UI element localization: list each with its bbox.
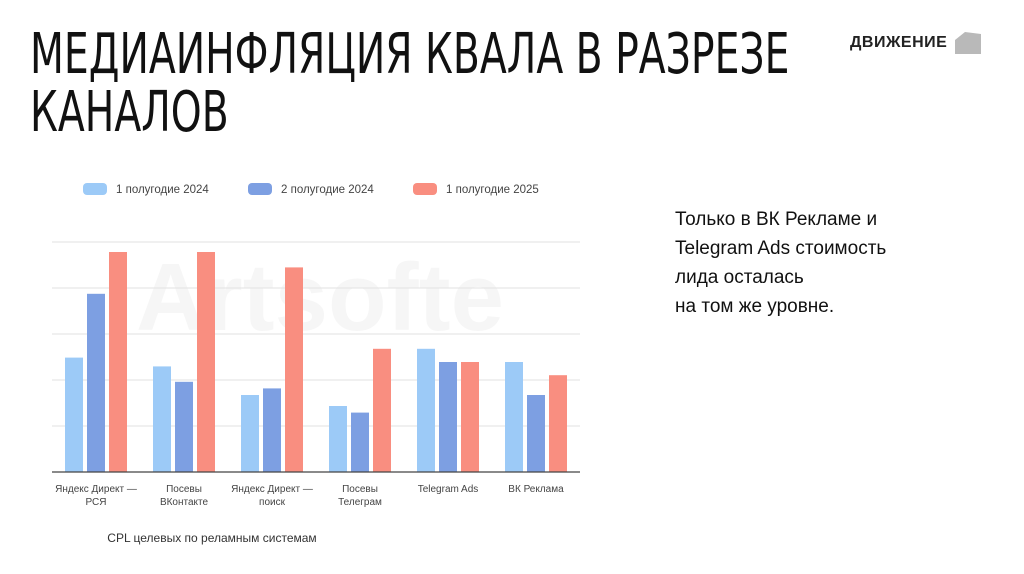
bar-1-series-2 <box>87 293 105 472</box>
bar-6-series-2 <box>527 395 545 472</box>
chart-svg: Artsofte 1 полугодие 2024 2 полугодие 202… <box>52 183 580 545</box>
bar-3-series-2 <box>263 388 281 472</box>
x-axis-title: CPL целевых по реламным системам <box>107 531 316 545</box>
legend-swatch-2 <box>248 183 272 195</box>
bar-4-series-1 <box>329 406 347 472</box>
x-tick-label-3: Яндекс Директ — поиск <box>231 484 313 508</box>
brand-name: ДВИЖЕНИЕ <box>850 34 948 51</box>
x-tick-label-1: Яндекс Директ — РСЯ <box>55 484 137 508</box>
bar-5-series-3 <box>461 362 479 472</box>
bar-5-series-1 <box>417 348 435 472</box>
title-line-1: МЕДИАИНФЛЯЦИЯ КВАЛА В РАЗРЕЗЕ <box>30 22 790 87</box>
bar-4-series-3 <box>373 348 391 472</box>
bar-5-series-2 <box>439 362 457 472</box>
watermark-text: Artsofte <box>136 244 504 351</box>
note-line-4: на том же уровне. <box>675 296 835 317</box>
legend-label-3: 1 полугодие 2025 <box>446 184 539 196</box>
bar-6-series-1 <box>505 362 523 472</box>
chart-legend: 1 полугодие 2024 2 полугодие 2024 1 полуго… <box>83 183 539 196</box>
chart-bars <box>65 252 567 472</box>
house-shape-icon <box>955 32 982 54</box>
note-line-2: Telegram Ads стоимость <box>675 238 887 259</box>
bar-2-series-2 <box>175 381 193 472</box>
bar-1-series-1 <box>65 357 83 472</box>
x-tick-labels: Яндекс Директ — РСЯ Посевы ВКонтакте Яндекс … <box>55 484 564 508</box>
bar-6-series-3 <box>549 375 567 472</box>
bar-3-series-1 <box>241 395 259 472</box>
bar-3-series-3 <box>285 267 303 472</box>
x-tick-label-2: Посевы ВКонтакте <box>160 484 209 508</box>
x-tick-label-6: ВК Реклама <box>508 484 564 495</box>
bar-2-series-1 <box>153 366 171 472</box>
bar-4-series-2 <box>351 412 369 472</box>
legend-swatch-1 <box>83 183 107 195</box>
legend-label-1: 1 полугодие 2024 <box>116 184 209 196</box>
bar-1-series-3 <box>109 252 127 472</box>
title-line-2: КАНАЛОВ <box>30 80 229 145</box>
x-tick-label-4: Посевы Телеграм <box>338 484 382 508</box>
brand-logo: ДВИЖЕНИЕ <box>850 30 983 54</box>
bar-2-series-3 <box>197 252 215 472</box>
page-title: МЕДИАИНФЛЯЦИЯ КВАЛА В РАЗРЕЗЕ КАНАЛОВ <box>30 22 790 145</box>
legend-label-2: 2 полугодие 2024 <box>281 184 374 196</box>
cpl-bar-chart: Artsofte 1 полугодие 2024 2 полугодие 202… <box>40 170 600 560</box>
legend-swatch-3 <box>413 183 437 195</box>
note-line-1: Только в ВК Рекламе и <box>675 209 878 230</box>
commentary-text: Только в ВК Рекламе и Telegram Ads стоим… <box>675 205 995 321</box>
note-line-3: лида осталась <box>675 267 804 288</box>
x-tick-label-5: Telegram Ads <box>418 484 479 495</box>
